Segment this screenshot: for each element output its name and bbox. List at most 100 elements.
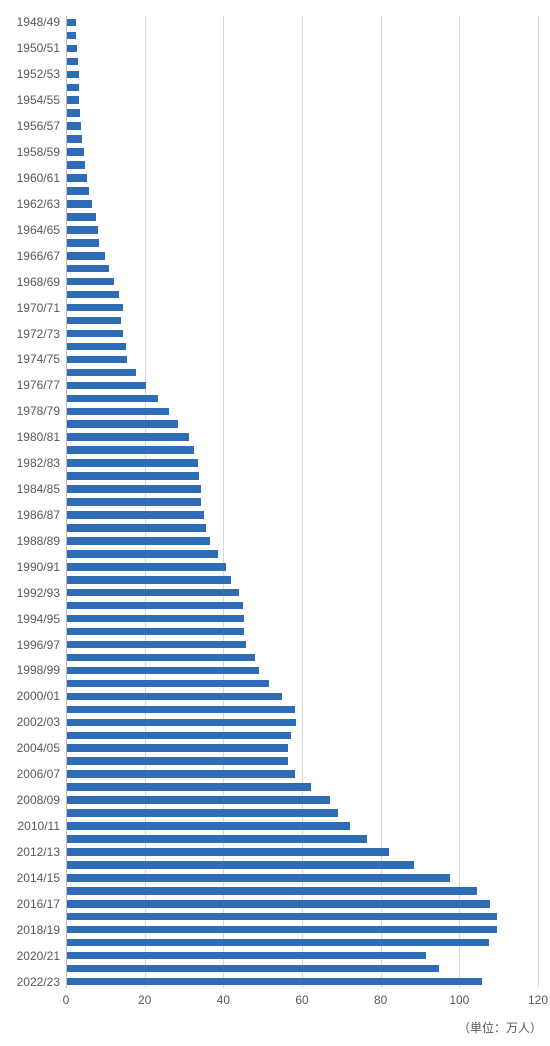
bar	[67, 809, 338, 817]
bar	[67, 783, 311, 791]
bar	[67, 978, 482, 986]
y-tick-label: 2014/15	[17, 872, 66, 884]
bar	[67, 680, 269, 688]
bar	[67, 369, 136, 377]
y-tick-label: 1998/99	[17, 664, 66, 676]
bar	[67, 887, 477, 895]
y-tick-label: 2004/05	[17, 742, 66, 754]
y-tick-label: 2018/19	[17, 924, 66, 936]
y-tick-label: 1988/89	[17, 535, 66, 547]
y-tick-label: 2020/21	[17, 950, 66, 962]
bar	[67, 32, 76, 40]
y-tick-label: 1972/73	[17, 328, 66, 340]
bar	[67, 200, 92, 208]
bar	[67, 58, 78, 66]
bar	[67, 654, 255, 662]
bar	[67, 848, 389, 856]
y-tick-label: 1958/59	[17, 146, 66, 158]
bar	[67, 304, 123, 312]
bar	[67, 900, 490, 908]
bar	[67, 965, 439, 973]
x-tick-label: 40	[217, 988, 230, 1006]
y-tick-label: 1992/93	[17, 587, 66, 599]
bar	[67, 667, 259, 675]
y-tick-label: 2008/09	[17, 794, 66, 806]
plot-area: 0204060801001201948/491950/511952/531954…	[66, 16, 538, 988]
y-tick-label: 1968/69	[17, 276, 66, 288]
bar	[67, 122, 81, 130]
bar	[67, 408, 169, 416]
y-tick-label: 1984/85	[17, 483, 66, 495]
x-tick-label: 20	[138, 988, 151, 1006]
bar	[67, 615, 244, 623]
bar	[67, 382, 146, 390]
bar	[67, 770, 295, 778]
bar	[67, 796, 330, 804]
y-tick-label: 2012/13	[17, 846, 66, 858]
bar	[67, 641, 246, 649]
gridline	[381, 16, 382, 988]
y-tick-label: 1974/75	[17, 353, 66, 365]
bar	[67, 732, 291, 740]
y-tick-label: 2006/07	[17, 768, 66, 780]
bar	[67, 109, 80, 117]
bar	[67, 148, 84, 156]
gridline	[459, 16, 460, 988]
bar	[67, 19, 76, 27]
bar	[67, 71, 79, 79]
bar	[67, 524, 206, 532]
bar	[67, 187, 89, 195]
bar	[67, 252, 105, 260]
bar	[67, 161, 85, 169]
bar	[67, 226, 98, 234]
y-tick-label: 1994/95	[17, 613, 66, 625]
bar	[67, 420, 178, 428]
bar	[67, 926, 497, 934]
y-tick-label: 2000/01	[17, 690, 66, 702]
bar	[67, 96, 79, 104]
x-tick-label: 120	[528, 988, 548, 1006]
bar	[67, 602, 243, 610]
bar	[67, 874, 450, 882]
bar	[67, 239, 99, 247]
bar	[67, 511, 204, 519]
y-tick-label: 2002/03	[17, 716, 66, 728]
chart-container: 0204060801001201948/491950/511952/531954…	[0, 0, 550, 1046]
bar	[67, 550, 218, 558]
bar	[67, 589, 239, 597]
y-tick-label: 1954/55	[17, 94, 66, 106]
bar	[67, 330, 123, 338]
bar	[67, 395, 158, 403]
y-tick-label: 1960/61	[17, 172, 66, 184]
y-tick-label: 2016/17	[17, 898, 66, 910]
bar	[67, 537, 210, 545]
bar	[67, 278, 114, 286]
bar	[67, 84, 79, 92]
y-tick-label: 1982/83	[17, 457, 66, 469]
bar	[67, 459, 198, 467]
bar	[67, 317, 121, 325]
bar	[67, 498, 201, 506]
bar	[67, 744, 288, 752]
bar	[67, 628, 244, 636]
y-tick-label: 1986/87	[17, 509, 66, 521]
y-tick-label: 1990/91	[17, 561, 66, 573]
bar	[67, 952, 426, 960]
y-tick-label: 1978/79	[17, 405, 66, 417]
bar	[67, 472, 199, 480]
y-tick-label: 1970/71	[17, 302, 66, 314]
gridline	[538, 16, 539, 988]
bar	[67, 913, 497, 921]
x-tick-label: 60	[295, 988, 308, 1006]
y-tick-label: 1948/49	[17, 16, 66, 28]
bar	[67, 719, 296, 727]
y-tick-label: 2010/11	[18, 820, 67, 832]
bar	[67, 939, 489, 947]
bar	[67, 576, 231, 584]
y-tick-label: 1966/67	[17, 250, 66, 262]
x-tick-label: 80	[374, 988, 387, 1006]
bar	[67, 265, 109, 273]
bar	[67, 213, 96, 221]
bar	[67, 45, 77, 53]
y-tick-label: 1976/77	[17, 379, 66, 391]
